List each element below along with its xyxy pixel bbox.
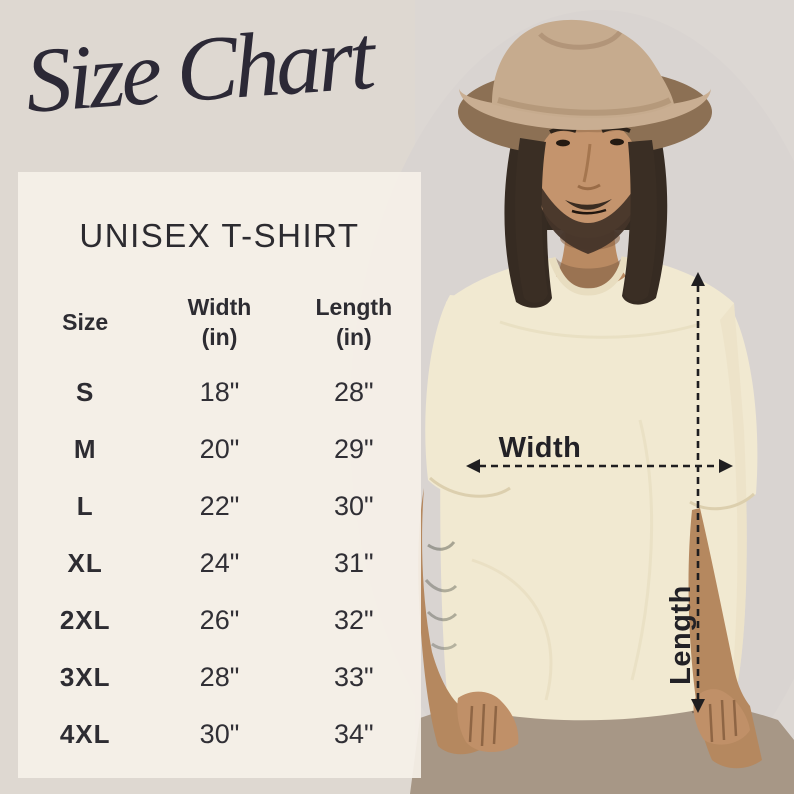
length-cell: 28": [334, 377, 374, 407]
model-face: [515, 111, 657, 303]
width-cell: 18": [199, 377, 240, 407]
length-cell: 29": [334, 434, 374, 464]
model-right-arm: [688, 508, 762, 769]
length-cell: 31": [334, 548, 374, 578]
column-unit: (in): [335, 324, 372, 350]
width-cell: 24": [199, 548, 240, 578]
width-measure-label: Width: [498, 432, 582, 464]
length-cell: 34": [334, 719, 374, 749]
table-header-row: Size Width (in) Length (in): [18, 292, 421, 352]
table-row: 4XL 30" 34": [18, 706, 421, 763]
table-body: S 18" 28" M 20" 29" L 22" 30" XL 24" 31"…: [18, 364, 421, 763]
width-cell: 26": [199, 605, 240, 635]
size-cell: XL: [67, 548, 103, 578]
table-heading: UNISEX T-SHIRT: [79, 217, 360, 254]
table-row: XL 24" 31": [18, 535, 421, 592]
table-row: S 18" 28": [18, 364, 421, 421]
column-label: Size: [62, 309, 109, 335]
length-cell: 33": [334, 662, 374, 692]
size-cell: S: [75, 377, 95, 407]
table-row: L 22" 30": [18, 478, 421, 535]
size-table-panel: UNISEX T-SHIRT Size Width (in) Length (in)…: [18, 172, 421, 778]
length-cell: 30": [334, 491, 374, 521]
width-cell: 28": [199, 662, 240, 692]
table-row: 2XL 26" 32": [18, 592, 421, 649]
size-cell: 3XL: [59, 662, 111, 692]
column-header-width: Width (in): [152, 292, 286, 352]
column-header-length: Length (in): [287, 292, 421, 352]
width-cell: 22": [199, 491, 240, 521]
column-label: Length: [315, 294, 393, 320]
size-cell: L: [76, 491, 94, 521]
model-hat: [459, 19, 711, 130]
table-row: M 20" 29": [18, 421, 421, 478]
model-beard: [539, 183, 639, 254]
table-row: 3XL 28" 33": [18, 649, 421, 706]
column-unit: (in): [201, 324, 238, 350]
column-header-size: Size: [18, 292, 152, 352]
model-left-arm: [418, 488, 519, 755]
length-cell: 32": [334, 605, 374, 635]
size-cell: M: [73, 434, 97, 464]
size-cell: 2XL: [59, 605, 111, 635]
length-measure-label: Length: [665, 585, 697, 685]
column-label: Width: [187, 294, 252, 320]
width-cell: 30": [199, 719, 240, 749]
size-cell: 4XL: [59, 719, 111, 749]
model-tshirt: [425, 257, 758, 721]
width-cell: 20": [199, 434, 240, 464]
